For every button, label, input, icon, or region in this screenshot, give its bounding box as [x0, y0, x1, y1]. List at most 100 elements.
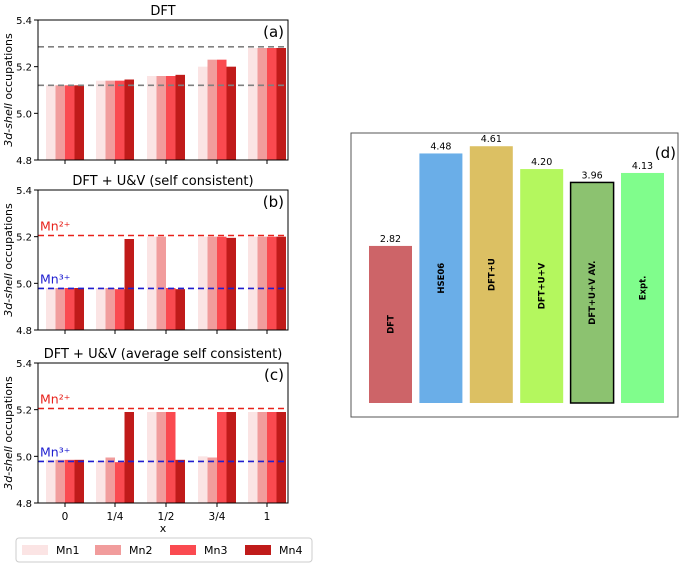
panel-letter: (a)	[263, 23, 284, 41]
category-label: HSE06	[437, 263, 447, 294]
bar-mn1-0	[46, 288, 56, 330]
bar-mn1-3-4	[198, 236, 208, 330]
bar-mn3-1	[267, 236, 277, 330]
bar-mn1-0	[46, 459, 56, 503]
bar-mn4-3-4	[226, 412, 236, 503]
bar-mn4-0	[74, 85, 84, 160]
panel-a: 4.8 5.0 5.2 5.4 DFT (a) 3d-shell occupations	[2, 4, 289, 167]
bar-mn2-3-4	[207, 236, 217, 330]
bars	[46, 48, 286, 160]
bar-mn1-0	[46, 85, 56, 160]
y-tick-label: 5.4	[16, 16, 32, 27]
bar-mn3-3-4	[217, 412, 227, 503]
bar-mn3-1-2	[166, 288, 176, 330]
bar-mn2-1	[257, 48, 267, 160]
bar-mn2-0	[55, 85, 65, 160]
axes-frame	[37, 362, 289, 504]
category-label: DFT+U+V	[538, 262, 548, 309]
panel-c: Mn²⁺ Mn³⁺ 4.8 5.0 5.2 5.4 0 1/4 1/2 3/4 1 x DFT + U&…	[2, 347, 289, 535]
x-tick-label: 1/4	[107, 511, 124, 523]
bar-dft-u-v	[520, 169, 564, 403]
category-label: DFT	[387, 315, 397, 334]
reference-label: Mn³⁺	[40, 444, 70, 459]
x-tick-label: 3/4	[209, 511, 226, 523]
value-label: 4.13	[632, 161, 653, 172]
panel-title: DFT + U&V (self consistent)	[72, 174, 253, 189]
category-label: DFT+U+V AV.	[588, 261, 598, 325]
bar-mn1-1-2	[147, 76, 157, 160]
y-tick-label: 5.0	[16, 279, 32, 290]
bar-mn1-1-4	[96, 461, 106, 503]
y-tick-label: 5.2	[16, 63, 32, 74]
bar-expt	[621, 172, 664, 403]
bar-mn1-1	[248, 48, 258, 160]
bar-mn2-0	[55, 459, 65, 503]
bar-mn4-1	[276, 48, 286, 160]
bar-mn2-0	[55, 288, 65, 330]
bar-mn1-3-4	[198, 456, 208, 503]
axes-frame	[37, 19, 289, 161]
bar-mn3-1	[267, 48, 277, 160]
bar-mn3-1-4	[115, 80, 125, 160]
x-tick-label: 1	[264, 511, 271, 523]
reference-label: Mn²⁺	[40, 219, 70, 234]
value-label: 3.96	[582, 170, 603, 181]
bar-mn1-1-2	[147, 236, 157, 330]
y-tick-label: 5.4	[16, 186, 32, 197]
y-tick-label: 4.8	[16, 499, 32, 510]
bar-mn1-1-2	[147, 412, 157, 503]
bar-hse06	[419, 153, 463, 403]
reference-label: Mn²⁺	[40, 392, 70, 407]
panel-b: Mn²⁺ Mn³⁺ 4.8 5.0 5.2 5.4 DFT + U&V (self cons…	[2, 174, 289, 337]
bar-mn4-1-4	[124, 412, 134, 503]
bar-mn1-1	[248, 236, 258, 330]
axes-frame	[37, 189, 289, 331]
bar-mn1-1-4	[96, 80, 106, 160]
reference-label: Mn³⁺	[40, 271, 70, 286]
x-tick-label: 0	[62, 511, 69, 523]
category-label: Expt.	[639, 276, 649, 301]
bar-dft-u	[469, 146, 513, 403]
bar-mn4-1-4	[124, 79, 134, 160]
y-tick-label: 5.0	[16, 452, 32, 463]
panel-letter: (c)	[264, 366, 284, 384]
legend-swatch-mn1	[22, 545, 48, 555]
panel-d-frame	[350, 132, 679, 418]
bar-mn3-1-4	[115, 462, 125, 503]
panel-letter: (b)	[263, 193, 284, 211]
bar-mn1-3-4	[198, 66, 208, 160]
bar-mn2-1	[257, 412, 267, 503]
x-axis-label: x	[160, 522, 167, 535]
bar-mn4-3-4	[226, 237, 236, 330]
bar-mn2-1-4	[105, 80, 115, 160]
panel-d: (d) 2.82 DFT 4.48 HSE06 4.61 DFT+U 4.20 DFT+U+V 3…	[350, 132, 679, 418]
panel-letter: (d)	[655, 144, 676, 162]
bar-mn2-1-2	[156, 412, 166, 503]
panel-title: DFT	[150, 4, 175, 19]
value-label: 4.61	[481, 134, 502, 145]
y-tick-label: 4.8	[16, 326, 32, 337]
bar-mn2-1-2	[156, 76, 166, 160]
y-tick-label: 5.2	[16, 233, 32, 244]
bar-mn2-1-2	[156, 236, 166, 330]
bar-mn4-1	[276, 412, 286, 503]
value-label: 4.20	[531, 157, 552, 168]
bars	[46, 412, 286, 503]
bar-mn1-1	[248, 412, 258, 503]
y-tick-label: 5.0	[16, 109, 32, 120]
bars	[46, 236, 286, 330]
bar-mn3-1-2	[166, 76, 176, 160]
bar-mn3-0	[65, 85, 75, 160]
bar-mn3-0	[65, 288, 75, 330]
bar-mn3-1-4	[115, 289, 125, 330]
y-tick-label: 5.2	[16, 406, 32, 417]
legend-label-mn4: Mn4	[279, 544, 302, 557]
legend-swatch-mn3	[170, 545, 196, 555]
x-tick-label: 1/2	[158, 511, 175, 523]
legend-label-mn1: Mn1	[56, 544, 79, 557]
bar-mn2-3-4	[207, 59, 217, 160]
bar-mn3-3-4	[217, 236, 227, 330]
legend-label-mn2: Mn2	[129, 544, 152, 557]
bar-mn1-1-4	[96, 288, 106, 330]
